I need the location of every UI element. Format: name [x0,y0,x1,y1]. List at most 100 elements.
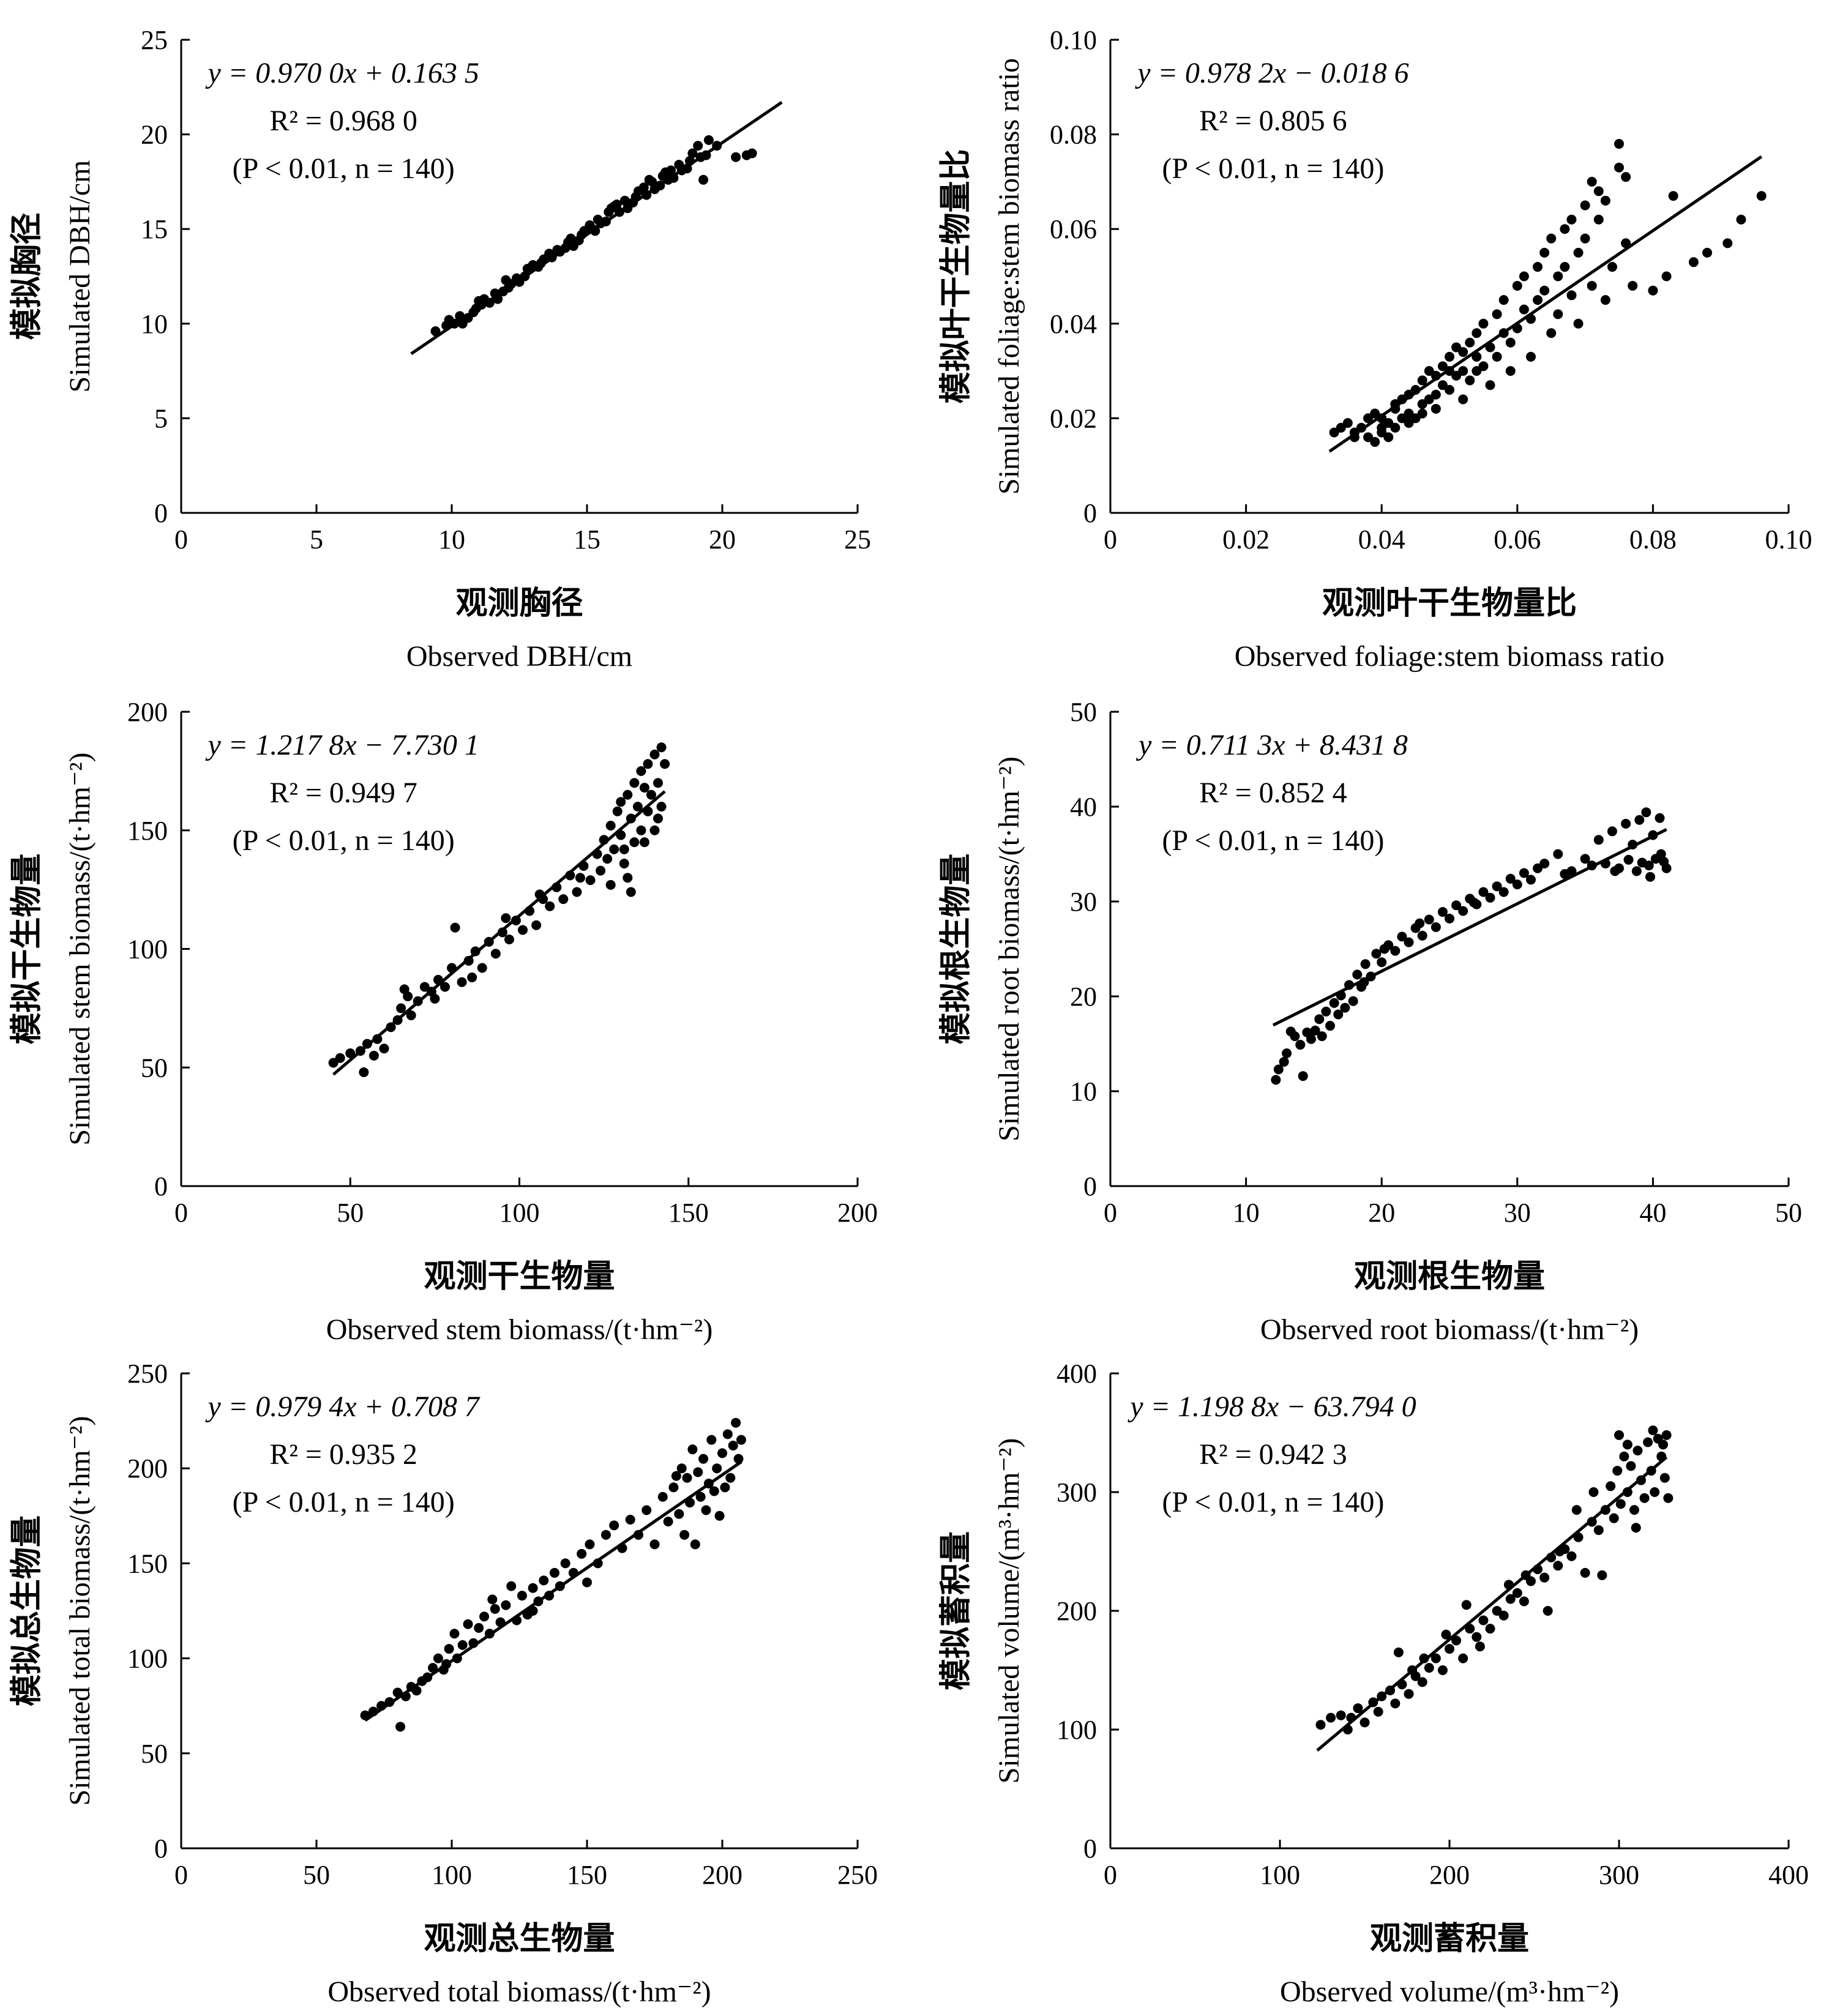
data-point [406,1010,416,1020]
data-point [449,1629,460,1639]
fit-line [1328,155,1763,453]
data-point [629,837,640,848]
data-point [1566,214,1577,225]
data-point [1393,1647,1404,1657]
data-point [544,248,555,259]
data-point [1390,946,1401,956]
y-tick-label: 100 [127,935,168,965]
data-point [1468,897,1479,908]
data-point [1525,875,1536,885]
data-point [1377,422,1387,433]
data-point [1417,375,1427,386]
data-point [1512,1588,1522,1598]
data-point [1626,1461,1636,1471]
data-point [1417,1677,1427,1687]
data-point [396,1003,406,1014]
data-point [1658,1439,1669,1450]
data-point [1512,879,1522,890]
data-point [1478,887,1489,897]
data-point [612,806,623,816]
data-point [1519,1596,1529,1607]
data-point [1431,403,1441,414]
data-point [619,844,629,854]
r-squared: R² = 0.949 7 [269,777,417,809]
data-point [1363,432,1374,442]
data-point [1546,233,1557,244]
data-point [1663,1493,1674,1503]
data-point [1336,422,1346,433]
significance-note: (P < 0.01, n = 140) [233,1486,455,1518]
y-axis-title-cn: 模拟总生物量 [9,1515,45,1706]
data-point [629,778,640,788]
data-point [1621,818,1631,829]
data-point [1498,1610,1509,1621]
data-point [1485,892,1495,903]
data-point [639,783,649,793]
data-point [1661,863,1672,873]
data-point [1329,427,1339,438]
data-point [1614,1430,1624,1440]
data-point [474,296,484,306]
data-point [457,977,467,987]
fit-line [1272,828,1667,1027]
x-tick-label: 15 [574,525,600,554]
y-tick-label: 100 [1057,1715,1097,1745]
data-point [1478,318,1489,329]
data-point [430,326,441,337]
data-point [379,1043,389,1054]
data-point [1417,408,1427,419]
data-point [1377,957,1387,968]
y-axis-title-cn: 模拟胸径 [9,212,45,340]
data-point [1648,1425,1658,1436]
data-point [1472,328,1482,338]
data-point [1390,1698,1401,1709]
data-point [728,1440,738,1450]
data-point [1621,172,1631,182]
x-tick-label: 5 [310,525,323,554]
y-tick-label: 10 [141,309,168,339]
data-point [1688,257,1699,267]
data-point [1505,1594,1516,1604]
data-point [1498,295,1509,305]
data-point [1417,399,1427,409]
data-point [1410,413,1421,424]
data-point [656,742,667,753]
y-tick-label: 300 [1057,1477,1097,1507]
x-tick-label: 100 [432,1860,472,1890]
data-point [477,963,487,973]
data-point [703,135,714,145]
data-point [1606,1481,1616,1491]
data-point [638,182,649,193]
y-axis-title-cn: 模拟干生物量 [9,853,45,1044]
data-point [487,1594,498,1605]
data-point [747,148,757,159]
data-point [1492,309,1502,319]
data-point [1465,375,1475,386]
data-point [1533,295,1543,305]
significance-note: (P < 0.01, n = 140) [1162,1486,1384,1518]
data-point [450,922,460,933]
data-point [433,1653,443,1663]
data-point [1615,1499,1626,1509]
data-point [1539,247,1550,258]
data-point [1373,1706,1383,1717]
data-point [1458,906,1468,916]
y-tick-label: 50 [141,1739,168,1769]
r-squared: R² = 0.805 6 [1199,105,1347,137]
data-point [1383,432,1394,442]
data-point [663,1517,673,1527]
y-tick-label: 0 [1083,1171,1097,1201]
data-point [1404,408,1414,419]
data-point [1650,1487,1660,1497]
data-point [709,1486,719,1496]
y-axis-title-cn: 模拟根生物量 [938,853,974,1044]
data-point [474,1622,484,1633]
x-tick-label: 25 [844,525,871,554]
x-tick-label: 50 [1775,1198,1802,1228]
data-point [504,935,514,944]
data-point [1458,394,1468,405]
data-point [1639,1493,1650,1503]
data-point [1404,418,1414,428]
data-point [1451,370,1462,381]
data-point [1580,200,1590,211]
